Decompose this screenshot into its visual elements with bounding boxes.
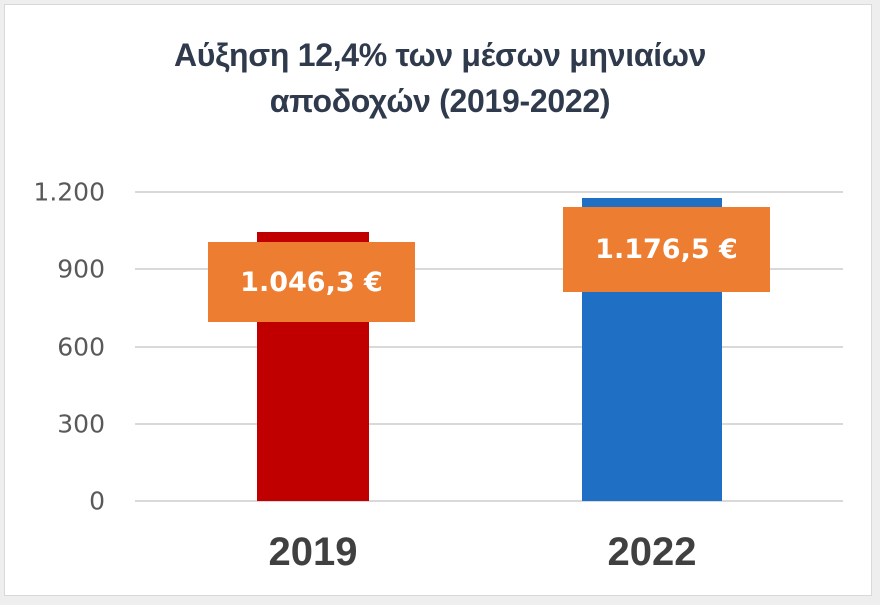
y-tick-label: 900 — [57, 254, 105, 284]
y-tick-label: 1.200 — [33, 177, 105, 207]
gridline — [135, 500, 843, 502]
y-tick-label: 600 — [57, 332, 105, 361]
data-label-2022: 1.176,5 € — [563, 207, 770, 292]
y-tick-label: 300 — [57, 409, 105, 439]
x-tick-label: 2019 — [268, 530, 358, 574]
gridline — [135, 422, 843, 425]
chart-frame — [4, 4, 872, 596]
gridline — [135, 268, 843, 271]
data-label-2019: 1.046,3 € — [208, 242, 415, 322]
gridline — [135, 191, 843, 193]
chart-title: Αύξηση 12,4% των μέσων μηνιαίων αποδοχών… — [0, 32, 880, 124]
gridline — [135, 345, 843, 348]
chart-title-line-1: Αύξηση 12,4% των μέσων μηνιαίων — [173, 37, 707, 73]
x-tick-label: 2022 — [607, 530, 697, 574]
y-tick-label: 0 — [89, 486, 105, 516]
chart-title-line-2: αποδοχών (2019-2022) — [269, 83, 611, 119]
